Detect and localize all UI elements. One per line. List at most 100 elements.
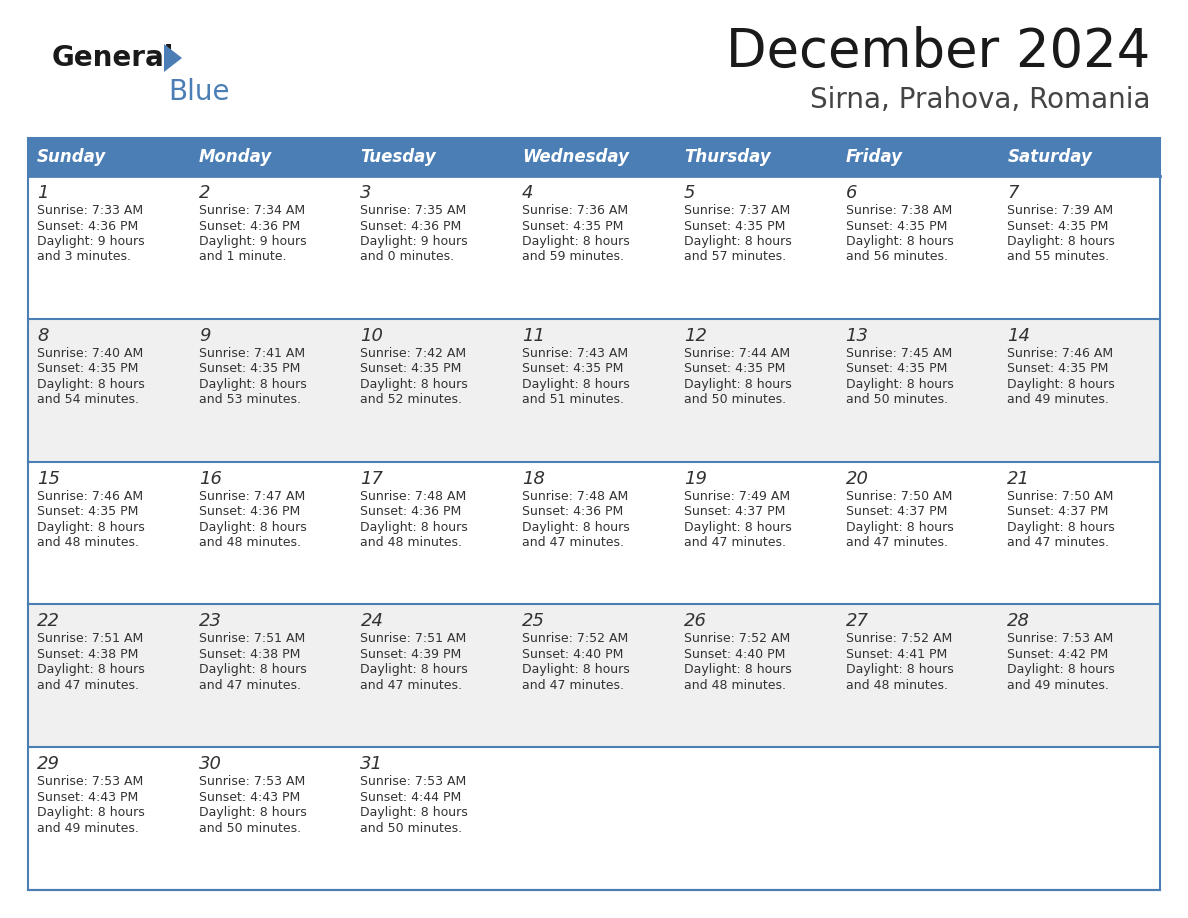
Text: Sunrise: 7:52 AM: Sunrise: 7:52 AM <box>846 633 952 645</box>
Text: Tuesday: Tuesday <box>360 148 436 166</box>
Text: 26: 26 <box>684 612 707 631</box>
Text: Daylight: 8 hours: Daylight: 8 hours <box>523 378 630 391</box>
Text: Sunset: 4:36 PM: Sunset: 4:36 PM <box>198 505 299 518</box>
Text: Sunset: 4:38 PM: Sunset: 4:38 PM <box>37 648 138 661</box>
Bar <box>190 747 352 890</box>
Text: Sunrise: 7:50 AM: Sunrise: 7:50 AM <box>846 489 952 502</box>
Text: and 47 minutes.: and 47 minutes. <box>684 536 785 549</box>
Text: Sunrise: 7:43 AM: Sunrise: 7:43 AM <box>523 347 628 360</box>
Bar <box>352 462 513 604</box>
Text: 22: 22 <box>37 612 61 631</box>
Text: General: General <box>52 44 175 72</box>
Text: and 50 minutes.: and 50 minutes. <box>198 822 301 834</box>
Bar <box>190 176 352 319</box>
Text: and 54 minutes.: and 54 minutes. <box>37 393 139 407</box>
Text: Sunrise: 7:48 AM: Sunrise: 7:48 AM <box>360 489 467 502</box>
Bar <box>29 138 1159 890</box>
Text: Daylight: 8 hours: Daylight: 8 hours <box>1007 378 1116 391</box>
Bar <box>190 319 352 462</box>
Bar <box>513 747 675 890</box>
Bar <box>998 604 1159 747</box>
Bar <box>352 604 513 747</box>
Text: Daylight: 8 hours: Daylight: 8 hours <box>37 521 145 533</box>
Text: Daylight: 8 hours: Daylight: 8 hours <box>198 664 307 677</box>
Text: and 47 minutes.: and 47 minutes. <box>37 679 139 692</box>
Text: Daylight: 8 hours: Daylight: 8 hours <box>846 664 953 677</box>
Text: 25: 25 <box>523 612 545 631</box>
Text: 1: 1 <box>37 184 49 202</box>
Text: December 2024: December 2024 <box>726 26 1150 78</box>
Text: Daylight: 8 hours: Daylight: 8 hours <box>523 664 630 677</box>
Text: Sunset: 4:40 PM: Sunset: 4:40 PM <box>523 648 624 661</box>
Text: Sunrise: 7:52 AM: Sunrise: 7:52 AM <box>684 633 790 645</box>
Text: Sunrise: 7:37 AM: Sunrise: 7:37 AM <box>684 204 790 217</box>
Text: Monday: Monday <box>198 148 272 166</box>
Text: 5: 5 <box>684 184 695 202</box>
Text: 18: 18 <box>523 470 545 487</box>
Bar <box>190 138 352 176</box>
Text: Sunday: Sunday <box>37 148 106 166</box>
Text: and 48 minutes.: and 48 minutes. <box>846 679 948 692</box>
Text: Sunset: 4:36 PM: Sunset: 4:36 PM <box>360 219 462 232</box>
Bar <box>29 138 190 176</box>
Text: Daylight: 8 hours: Daylight: 8 hours <box>684 521 791 533</box>
Text: 15: 15 <box>37 470 61 487</box>
Text: 8: 8 <box>37 327 49 345</box>
Bar <box>675 176 836 319</box>
Text: Sunrise: 7:46 AM: Sunrise: 7:46 AM <box>1007 347 1113 360</box>
Text: Daylight: 8 hours: Daylight: 8 hours <box>523 235 630 248</box>
Bar <box>675 462 836 604</box>
Text: Sunset: 4:43 PM: Sunset: 4:43 PM <box>37 790 138 803</box>
Text: and 47 minutes.: and 47 minutes. <box>198 679 301 692</box>
Text: Sunrise: 7:38 AM: Sunrise: 7:38 AM <box>846 204 952 217</box>
Text: and 50 minutes.: and 50 minutes. <box>360 822 462 834</box>
Text: 29: 29 <box>37 756 61 773</box>
Text: Sunset: 4:37 PM: Sunset: 4:37 PM <box>846 505 947 518</box>
Text: Sunrise: 7:51 AM: Sunrise: 7:51 AM <box>198 633 305 645</box>
Text: Sunrise: 7:33 AM: Sunrise: 7:33 AM <box>37 204 143 217</box>
Bar <box>836 604 998 747</box>
Text: Sunset: 4:35 PM: Sunset: 4:35 PM <box>523 219 624 232</box>
Bar <box>675 747 836 890</box>
Text: and 55 minutes.: and 55 minutes. <box>1007 251 1110 263</box>
Text: Sunrise: 7:49 AM: Sunrise: 7:49 AM <box>684 489 790 502</box>
Bar <box>29 604 190 747</box>
Text: Sunrise: 7:35 AM: Sunrise: 7:35 AM <box>360 204 467 217</box>
Text: 3: 3 <box>360 184 372 202</box>
Text: 11: 11 <box>523 327 545 345</box>
Bar <box>675 604 836 747</box>
Text: Sunset: 4:35 PM: Sunset: 4:35 PM <box>37 363 138 375</box>
Text: Sunset: 4:40 PM: Sunset: 4:40 PM <box>684 648 785 661</box>
Text: 2: 2 <box>198 184 210 202</box>
Text: Blue: Blue <box>168 78 229 106</box>
Text: 17: 17 <box>360 470 384 487</box>
Text: and 50 minutes.: and 50 minutes. <box>684 393 786 407</box>
Text: Sunset: 4:35 PM: Sunset: 4:35 PM <box>1007 363 1108 375</box>
Text: Daylight: 8 hours: Daylight: 8 hours <box>684 378 791 391</box>
Text: Daylight: 8 hours: Daylight: 8 hours <box>1007 521 1116 533</box>
Text: Wednesday: Wednesday <box>523 148 630 166</box>
Text: and 47 minutes.: and 47 minutes. <box>360 679 462 692</box>
Text: Daylight: 8 hours: Daylight: 8 hours <box>684 235 791 248</box>
Text: 14: 14 <box>1007 327 1030 345</box>
Bar <box>513 604 675 747</box>
Bar <box>352 319 513 462</box>
Text: Sunrise: 7:53 AM: Sunrise: 7:53 AM <box>1007 633 1113 645</box>
Text: Sunset: 4:42 PM: Sunset: 4:42 PM <box>1007 648 1108 661</box>
Text: 21: 21 <box>1007 470 1030 487</box>
Text: Daylight: 8 hours: Daylight: 8 hours <box>37 378 145 391</box>
Text: Daylight: 8 hours: Daylight: 8 hours <box>684 664 791 677</box>
Text: 10: 10 <box>360 327 384 345</box>
Text: 19: 19 <box>684 470 707 487</box>
Text: and 48 minutes.: and 48 minutes. <box>37 536 139 549</box>
Text: 28: 28 <box>1007 612 1030 631</box>
Text: Sunrise: 7:53 AM: Sunrise: 7:53 AM <box>198 775 305 789</box>
Text: Sunrise: 7:53 AM: Sunrise: 7:53 AM <box>360 775 467 789</box>
Text: Daylight: 8 hours: Daylight: 8 hours <box>523 521 630 533</box>
Text: Sunrise: 7:53 AM: Sunrise: 7:53 AM <box>37 775 144 789</box>
Text: Sunrise: 7:41 AM: Sunrise: 7:41 AM <box>198 347 305 360</box>
Text: Daylight: 8 hours: Daylight: 8 hours <box>198 378 307 391</box>
Text: Sunset: 4:35 PM: Sunset: 4:35 PM <box>684 219 785 232</box>
Text: Sunrise: 7:34 AM: Sunrise: 7:34 AM <box>198 204 305 217</box>
Bar <box>836 138 998 176</box>
